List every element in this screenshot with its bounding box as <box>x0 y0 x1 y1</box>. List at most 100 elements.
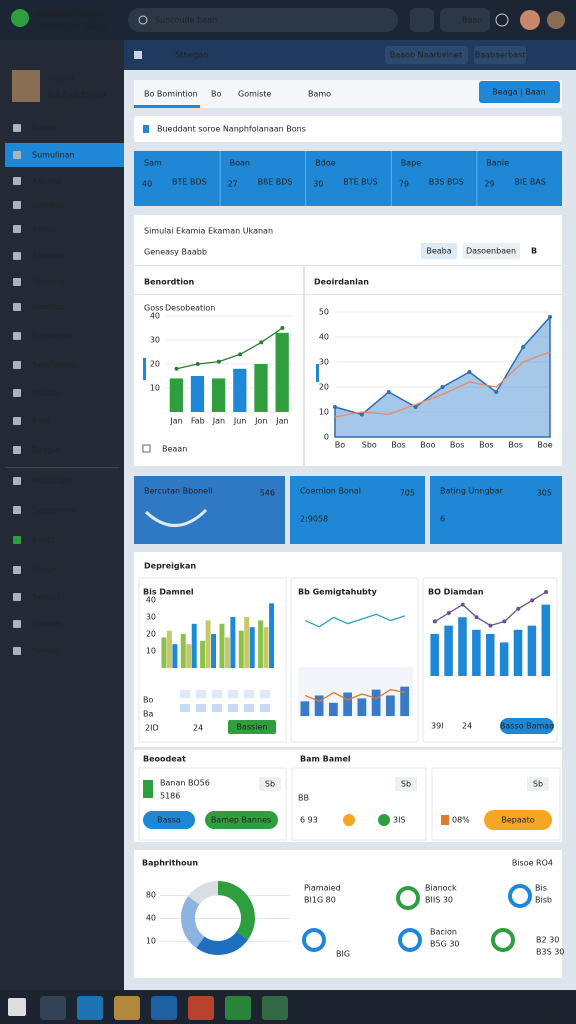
section-right: Bisoe RO4 <box>512 859 553 868</box>
area-point <box>333 405 337 409</box>
menu-item: Sanist <box>32 225 57 234</box>
bar <box>328 702 338 716</box>
scale-label: 10 <box>146 937 156 946</box>
bar <box>219 623 225 668</box>
item-icon <box>398 928 422 952</box>
section-button[interactable] <box>463 243 520 259</box>
stat-value: 30 <box>313 180 323 189</box>
panel-button[interactable] <box>474 46 526 64</box>
refresh[interactable] <box>495 13 509 27</box>
card-title: Bis Damnel <box>143 588 194 597</box>
stat-label: Bdoe <box>315 159 335 168</box>
y-tick-label: 40 <box>146 596 156 605</box>
search-box[interactable] <box>128 8 398 32</box>
tab: Bo <box>211 90 221 99</box>
card-button[interactable] <box>228 720 276 734</box>
task-icon[interactable] <box>77 996 103 1020</box>
pill-button[interactable] <box>205 811 278 829</box>
legend: Desobeation <box>165 304 215 313</box>
menu-item: Beagin <box>32 446 60 455</box>
item-title: Bis <box>535 884 547 893</box>
dot <box>378 814 390 826</box>
task-icon[interactable] <box>188 996 214 1020</box>
chip[interactable] <box>395 777 417 791</box>
item-sub: B5G 30 <box>430 940 460 949</box>
menu-item: Kaoun <box>32 566 57 575</box>
task-icon[interactable] <box>151 996 177 1020</box>
task-icon[interactable] <box>225 996 251 1020</box>
chip[interactable] <box>527 777 549 791</box>
task-icon[interactable] <box>114 996 140 1020</box>
panel-title: Sthegan <box>175 51 208 60</box>
card-button-text: Basso Bamaa <box>500 722 554 731</box>
menu-icon <box>13 177 21 185</box>
divider <box>134 294 303 295</box>
section-button[interactable] <box>421 243 457 259</box>
item-sub: BI1G 80 <box>304 896 336 905</box>
task-icon[interactable] <box>40 996 66 1020</box>
kpi-title: Bating Unngbar <box>440 487 503 496</box>
line-point <box>238 352 243 357</box>
user-button[interactable] <box>440 8 490 32</box>
panel-button[interactable] <box>385 46 468 64</box>
menu-icon <box>13 506 21 514</box>
card-text: 5186 <box>160 792 180 801</box>
bar <box>430 634 439 676</box>
icon-button[interactable] <box>410 8 434 32</box>
table-cell <box>212 704 222 712</box>
table-cell <box>196 690 206 698</box>
pill-button[interactable] <box>143 811 195 829</box>
avatar2[interactable] <box>547 11 565 29</box>
bar <box>300 701 310 716</box>
divider <box>5 467 119 468</box>
stat-value: 79 <box>399 180 409 189</box>
y-tick-label: 20 <box>146 630 156 639</box>
menu-item: Banda <box>32 124 58 133</box>
stat-value: 27 <box>228 180 238 189</box>
bar <box>263 627 269 668</box>
menu-item: Sepostman <box>32 506 77 515</box>
menu-item: Sombon <box>32 303 65 312</box>
menu-item: Sepgin <box>32 593 59 602</box>
bar <box>269 603 275 668</box>
card-sub: BB <box>298 794 309 803</box>
menu-icon <box>13 124 21 132</box>
area-point <box>521 345 526 349</box>
kpi-big: 2:9058 <box>300 515 328 524</box>
chip[interactable] <box>259 777 281 791</box>
kpi-card <box>430 476 562 544</box>
tab-action[interactable] <box>479 81 560 103</box>
donut-segment <box>196 931 248 955</box>
card-button[interactable] <box>500 718 554 734</box>
line-point <box>516 606 521 611</box>
bar <box>169 378 183 412</box>
bar <box>161 637 167 668</box>
dropdown[interactable] <box>134 116 562 142</box>
table-cell <box>244 690 254 698</box>
task-icon[interactable] <box>262 996 288 1020</box>
menu-icon <box>13 389 21 397</box>
table-cell <box>244 704 254 712</box>
menu-item: Sonson <box>32 620 61 629</box>
item-title: Bacion <box>430 928 457 937</box>
table-cell <box>228 690 238 698</box>
start-button[interactable] <box>8 998 26 1016</box>
bar <box>191 623 197 668</box>
card-button-text: Bassien <box>237 723 268 732</box>
dropdown-text: Bueddant soroe Nanphfolanaan Bons <box>157 125 306 134</box>
date: SIND <box>538 1010 558 1019</box>
menu-item: Bam <box>32 417 50 426</box>
donut-segment <box>188 881 219 905</box>
card-value: 3IS <box>393 816 406 825</box>
avatar[interactable] <box>520 10 540 30</box>
y-tick-label: 30 <box>150 336 160 345</box>
bar <box>371 689 381 716</box>
y-tick-label: 10 <box>150 384 160 393</box>
search-text: Suncoude baan <box>155 16 217 25</box>
area-point <box>386 390 391 394</box>
menu-icon <box>13 225 21 233</box>
card-title: BO Diamdan <box>428 588 484 597</box>
pill-button[interactable] <box>484 810 552 830</box>
kpi-card <box>290 476 425 544</box>
line-point <box>195 362 200 366</box>
